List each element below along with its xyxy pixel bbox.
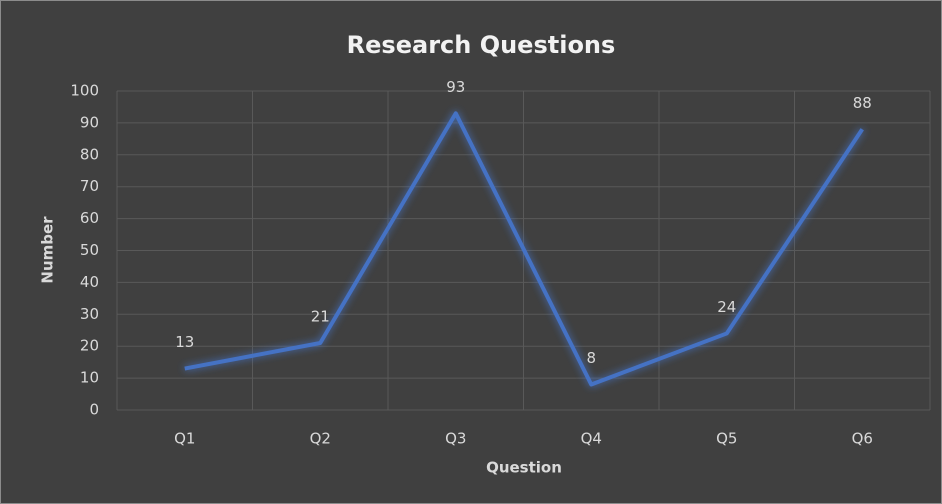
- y-tick-label: 90: [80, 113, 99, 131]
- x-tick-label: Q4: [581, 430, 602, 448]
- y-tick-label: 30: [80, 305, 99, 323]
- data-label: 21: [311, 308, 330, 326]
- y-tick-label: 60: [80, 209, 99, 227]
- chart-title: Research Questions: [347, 31, 616, 59]
- y-tick-label: 10: [80, 369, 99, 387]
- y-tick-label: 0: [89, 401, 99, 419]
- y-tick-label: 80: [80, 145, 99, 163]
- x-tick-label: Q6: [852, 430, 873, 448]
- x-axis-title: Question: [486, 459, 562, 477]
- data-label: 93: [446, 78, 465, 96]
- x-tick-label: Q3: [445, 430, 466, 448]
- x-tick-label: Q2: [310, 430, 331, 448]
- y-axis-title: Number: [39, 216, 57, 284]
- data-label: 88: [853, 94, 872, 112]
- data-label: 24: [717, 298, 736, 316]
- y-tick-label: 100: [70, 82, 99, 100]
- y-tick-label: 40: [80, 273, 99, 291]
- data-line: [184, 111, 864, 387]
- x-tick-label: Q1: [174, 430, 195, 448]
- x-tick-label: Q5: [716, 430, 737, 448]
- data-label: 13: [175, 333, 194, 351]
- data-label: 8: [586, 349, 596, 367]
- y-tick-label: 70: [80, 177, 99, 195]
- y-tick-label: 50: [80, 241, 99, 259]
- y-tick-label: 20: [80, 337, 99, 355]
